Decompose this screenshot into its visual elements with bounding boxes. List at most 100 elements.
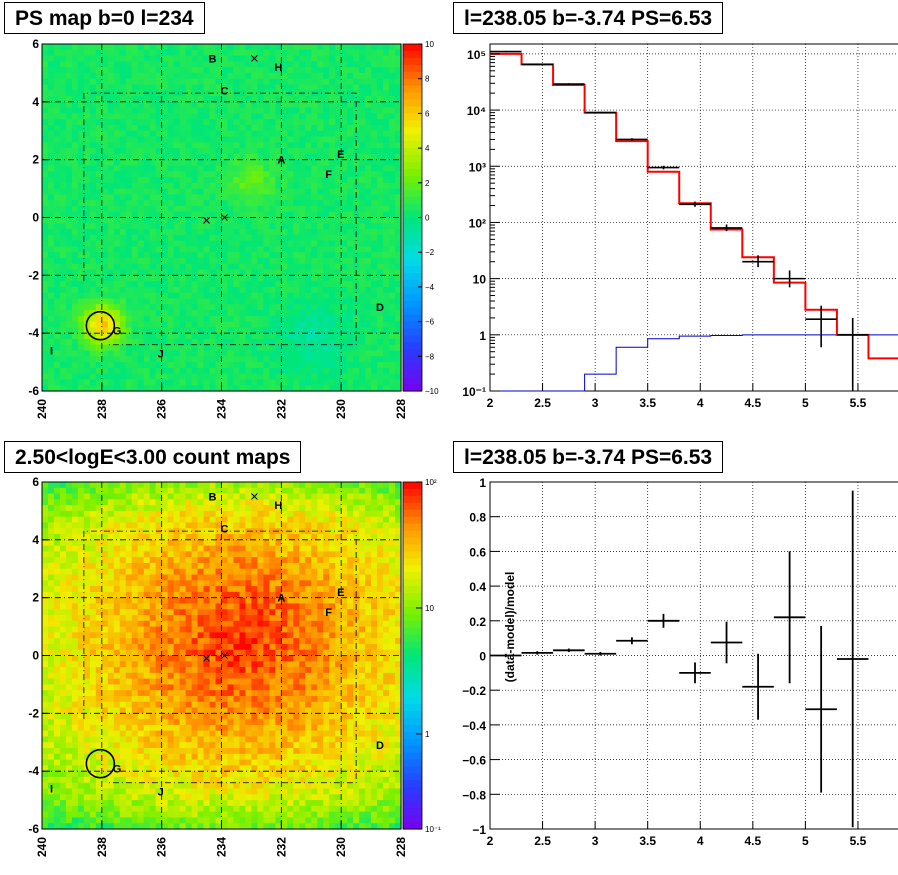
psmap-cell xyxy=(305,362,312,369)
psmap-cell xyxy=(329,61,336,68)
psmap-cell xyxy=(65,217,73,224)
psmap-cell xyxy=(251,257,258,265)
psmap-cell xyxy=(215,84,223,91)
psmap-cell xyxy=(341,367,348,375)
psmap-cell xyxy=(203,205,211,213)
cmap-cell xyxy=(95,586,103,593)
psmap-cell xyxy=(77,298,85,305)
cmap-cell xyxy=(71,695,79,703)
psmap-cell xyxy=(383,72,390,80)
psmap-cell xyxy=(107,205,115,213)
psmap-cell xyxy=(173,223,181,230)
psmap-cell xyxy=(305,188,312,195)
psmap-cell xyxy=(173,252,181,259)
psmap-cell xyxy=(131,78,139,86)
cmap-cell xyxy=(113,661,121,668)
psmap-cell xyxy=(95,379,103,386)
psmap-cell xyxy=(257,298,264,305)
psmap-cell xyxy=(311,171,318,178)
psmap-cell xyxy=(383,67,390,74)
psmap-cell xyxy=(227,310,235,317)
cmap-cell xyxy=(107,545,115,552)
psmap-cell xyxy=(377,49,384,57)
psmap-cell xyxy=(89,275,97,282)
psmap-cell xyxy=(137,356,145,363)
psmap-cell xyxy=(155,310,163,317)
cmap-cell xyxy=(42,701,49,709)
psmap-cell xyxy=(149,67,157,74)
cmap-cell xyxy=(107,522,115,529)
psmap-cell xyxy=(299,119,306,126)
psmap-cell xyxy=(185,72,193,80)
psmap-cell xyxy=(359,84,366,91)
psmap-cell xyxy=(233,211,241,219)
cmap-cell xyxy=(53,620,61,628)
psmap-cell xyxy=(89,165,97,172)
psmap-cell xyxy=(42,211,49,219)
psmap-cell xyxy=(323,148,330,155)
cmap-cell xyxy=(53,805,61,813)
psmap-cell xyxy=(125,119,133,126)
cmap-cell xyxy=(101,597,109,605)
psmap-cell xyxy=(383,130,390,138)
psmap-cell xyxy=(83,159,91,167)
cmap-cell xyxy=(77,551,85,558)
psmap-cell xyxy=(89,55,97,62)
psmap-cell xyxy=(311,229,318,236)
cmap-cell xyxy=(53,672,61,680)
psmap-cell xyxy=(125,165,133,172)
cmap-cell xyxy=(53,609,61,616)
psmap-cell xyxy=(47,240,55,248)
psmap-cell xyxy=(42,304,49,311)
cmap-cell xyxy=(77,597,85,605)
psmap-cell xyxy=(71,229,79,236)
psmap-cell xyxy=(137,101,145,109)
psmap-cell xyxy=(107,321,115,328)
psmap-cell xyxy=(185,55,193,62)
psmap-cell xyxy=(95,252,103,259)
cmap-cell xyxy=(89,684,97,691)
psmap-cell xyxy=(353,55,360,62)
psmap-cell xyxy=(395,356,402,363)
psmap-cell xyxy=(113,240,121,248)
psmap-cell xyxy=(155,130,163,138)
psmap-cell xyxy=(65,113,73,120)
cmap-cell xyxy=(95,823,103,830)
cmap-cell xyxy=(131,649,139,657)
psmap-cell xyxy=(383,281,390,288)
cmap-cell xyxy=(149,626,157,633)
cmap-cell xyxy=(119,678,127,686)
psmap-cell xyxy=(101,275,109,282)
psmap-cell xyxy=(167,136,175,143)
psmap-cell xyxy=(275,49,282,57)
cmap-cell xyxy=(119,695,127,703)
psmap-cell xyxy=(161,148,169,155)
psmap-cell xyxy=(257,130,264,138)
cmap-cell xyxy=(143,811,151,819)
cmap-cell xyxy=(137,586,145,593)
psmap-cell xyxy=(323,315,330,323)
psmap-cell xyxy=(251,292,258,300)
psmap-cell xyxy=(185,67,193,74)
psmap-cell xyxy=(221,223,229,230)
psmap-cell xyxy=(323,159,330,167)
psmap-cell xyxy=(371,113,378,120)
psmap-cell xyxy=(323,119,330,126)
psmap-cell xyxy=(281,78,288,86)
psmap-cell xyxy=(137,367,145,375)
cmap-cell xyxy=(53,823,61,830)
psmap-cell xyxy=(101,182,109,190)
psmap-cell xyxy=(179,148,187,155)
cmap-cell xyxy=(95,707,103,714)
psmap-cell xyxy=(65,286,73,294)
psmap-cell xyxy=(173,101,181,109)
psmap-cell xyxy=(143,130,151,138)
psmap-region-box xyxy=(83,92,357,346)
psmap-cell xyxy=(131,130,139,138)
psmap-cell xyxy=(389,246,396,253)
psmap-cell xyxy=(365,338,372,346)
cmap-cell xyxy=(53,516,61,524)
psmap-cell xyxy=(71,72,79,80)
psmap-cell xyxy=(83,338,91,346)
psmap-cell xyxy=(335,119,342,126)
